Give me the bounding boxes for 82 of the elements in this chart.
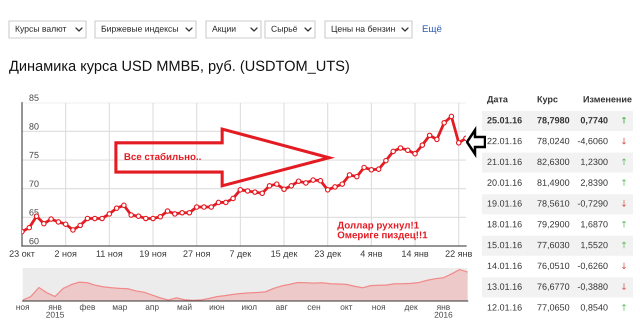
- text: ↑: [622, 220, 626, 228]
- y-tick-label: 70: [29, 180, 39, 187]
- text: 22.01.16: [487, 138, 522, 144]
- text: 20.01.16: [487, 179, 522, 186]
- x-tick-label: 14 янв: [402, 250, 428, 257]
- text: 77,0650: [537, 304, 570, 312]
- text: 79,2900: [537, 221, 570, 228]
- y-tick-label: 75: [29, 152, 39, 158]
- x-tick-label: апр: [146, 305, 159, 312]
- x-tick-label: 2 ноя: [54, 250, 76, 257]
- text: Биржевые индексы: [102, 26, 178, 34]
- text: Изменение: [584, 96, 632, 102]
- text: 0,8540: [580, 304, 608, 312]
- x-tick-label: авг: [276, 305, 288, 310]
- text: 19.01.16: [488, 200, 522, 207]
- text: ↑: [622, 242, 626, 248]
- x-tick-label: 15 дек: [271, 250, 298, 259]
- x-tick-label: июн: [210, 305, 224, 310]
- text: ↓: [622, 262, 626, 270]
- text: 81,4900: [537, 179, 570, 187]
- text: 1,2300: [581, 158, 608, 166]
- x-tick-label: дек: [404, 305, 418, 312]
- text: 76,6770: [537, 283, 570, 291]
- annotation: Все стабильно..: [124, 152, 201, 160]
- text: ↑: [622, 158, 626, 166]
- x-tick-label: июл: [242, 305, 256, 310]
- text: Курсы валют: [16, 26, 66, 34]
- text: 21.01.16: [487, 158, 522, 166]
- text: 2,8390: [580, 179, 608, 187]
- x-tick-label: 19 ноя: [140, 250, 166, 257]
- text: 13.01.16: [488, 283, 522, 290]
- x-tick-label: ноя: [16, 305, 29, 310]
- text: 0,7740: [580, 117, 608, 125]
- text: ↓: [622, 138, 626, 144]
- x-tick-label: май: [178, 304, 192, 310]
- text: ↓: [622, 200, 626, 207]
- x-tick-label: окт: [340, 305, 352, 310]
- text: Ещё: [422, 25, 442, 34]
- y-tick-label: 60: [29, 238, 39, 244]
- text: -0,6260: [578, 262, 608, 270]
- text: 78,7980: [537, 117, 570, 125]
- x-tick-label: мар: [112, 305, 127, 312]
- x-tick-label: 23 окт: [10, 250, 35, 257]
- text: ↑: [622, 304, 626, 311]
- text: 14.01.16: [488, 262, 522, 270]
- x-tick-label: 11 ноя: [96, 250, 122, 257]
- text: Дата: [487, 96, 508, 104]
- text: Сырьё: [271, 26, 298, 34]
- text: -0,7290: [578, 200, 608, 208]
- text: 76,0510: [537, 262, 570, 270]
- text: ↑: [622, 179, 626, 186]
- text: -0,3880: [578, 283, 608, 291]
- x-tick-label: 4 янв: [360, 250, 382, 257]
- text: 1,6870: [581, 221, 608, 228]
- text: ↓: [622, 283, 626, 290]
- text: Цены на бензин: [332, 25, 395, 34]
- x-tick-label: янв 2015: [46, 305, 64, 318]
- text: ↑: [622, 116, 626, 124]
- text: 12.01.16: [488, 304, 522, 311]
- text: 78,0240: [537, 138, 570, 146]
- text: 1,5520: [581, 242, 608, 250]
- annotation: Доллар рухнул!1 Омериге пиздец!!1: [337, 222, 428, 240]
- x-tick-label: янв 2016: [434, 305, 452, 318]
- text: 18.01.16: [488, 221, 522, 228]
- y-tick-label: 85: [29, 94, 39, 101]
- chart-title: Динамика курса USD ММВБ, руб. (USDTOM_UTS): [9, 60, 349, 74]
- text: 25.01.16: [487, 117, 522, 124]
- text: Акции: [212, 26, 236, 34]
- text: 82,6300: [537, 158, 570, 166]
- y-tick-label: 80: [29, 123, 39, 130]
- x-tick-label: 22 янв: [446, 250, 472, 257]
- x-tick-label: сен: [308, 305, 320, 310]
- x-tick-label: 7 дек: [230, 250, 252, 259]
- x-tick-label: фев: [80, 304, 96, 312]
- text: 77,6030: [537, 242, 570, 250]
- x-tick-label: 23 дек: [314, 250, 342, 259]
- x-tick-label: ноя: [372, 305, 385, 310]
- text: Курс: [538, 96, 558, 104]
- text: 15.01.16: [488, 242, 522, 248]
- text: 78,5610: [537, 200, 570, 208]
- x-tick-label: 27 ноя: [183, 250, 210, 257]
- text: -4,6060: [578, 138, 608, 146]
